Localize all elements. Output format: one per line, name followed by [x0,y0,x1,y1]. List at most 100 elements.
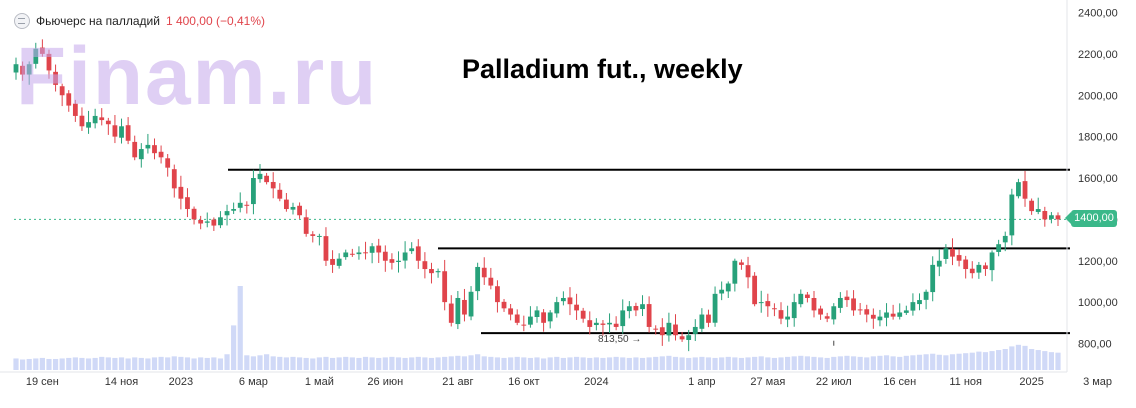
candle-body [501,301,507,309]
volume-bar [85,358,92,370]
candle-body [488,277,494,286]
volume-bar [943,355,949,370]
candle-body [158,151,164,158]
candle-body [468,291,474,317]
candle-body [39,47,45,54]
price-change: 1 400,00 (−0,41%) [165,14,266,28]
y-tick-label: 1800,00 [1078,132,1118,144]
candle-body [92,115,98,124]
volume-bar [699,356,705,370]
candle-body [251,178,256,205]
volume-bar [1022,345,1028,370]
candle-body [79,115,85,127]
y-tick-label: 2400,00 [1078,8,1118,20]
volume-bar [455,355,461,370]
volume-bar [883,355,890,370]
volume-bar [66,357,72,370]
volume-bar [165,357,171,370]
volume-bar [283,357,289,370]
volume-bar [132,357,138,370]
candle-body [1029,200,1035,212]
x-tick-label: 27 мая [750,376,785,388]
volume-bar [593,357,599,370]
volume-bar [217,358,224,370]
candle-body [257,173,263,180]
volume-bar [738,357,745,370]
candle-body [429,269,434,274]
candle-body [923,291,929,300]
volume-bar [864,357,870,370]
candle-body [343,252,349,258]
volume-bar [270,356,276,370]
volume-bar [33,358,39,370]
volume-bar [666,355,672,370]
volume-bar [224,354,230,370]
candle-body [283,199,289,210]
candle-body [969,268,975,274]
volume-bar [606,357,613,370]
candle-body [475,266,481,292]
volume-bar [468,355,474,370]
candle-body [765,301,771,307]
y-tick-label: 1000,00 [1078,297,1118,309]
volume-bar [250,356,257,370]
candle-body [554,302,560,314]
candle-body [560,297,566,302]
x-tick-label: 21 авг [442,376,473,388]
candle-body [323,236,329,261]
volume-bar [831,356,837,370]
candle-body [983,265,988,270]
candle-body [495,286,500,303]
volume-bar [956,353,962,370]
volume-bar [112,357,118,370]
candle-body [936,260,942,267]
volume-bar [639,357,646,370]
volume-bar [19,359,26,370]
candle-body [903,310,909,313]
volume-bar [877,355,883,370]
volume-bar [125,358,131,370]
candle-body [303,217,309,234]
volume-bar [178,356,184,370]
candle-body [171,169,177,189]
candle-body [818,308,823,315]
candle-body [996,244,1002,252]
watermark-logo: Finam.ru [16,31,379,122]
volume-bar [211,357,217,370]
candle-body [422,261,428,270]
instrument-name[interactable]: Фьючерс на палладий [36,14,160,28]
candle-body [706,314,711,323]
candle-body [349,253,355,255]
y-tick-label: 2000,00 [1078,90,1118,102]
volume-bar [817,357,824,370]
volume-bar [39,357,45,370]
volume-bar [949,354,956,370]
candle-body [211,219,217,226]
candle-body [976,264,982,273]
candle-body [198,219,204,224]
candle-body [620,310,626,327]
candle-body [46,53,52,71]
volume-bar [231,325,237,370]
candle-body [528,316,533,325]
x-tick-label: 2024 [584,376,608,388]
volume-bar [996,350,1002,370]
candle-body [877,316,883,321]
candle-body [626,306,632,312]
volume-bars [13,286,1061,370]
candle-body [521,324,527,326]
volume-bar [395,357,402,370]
candle-body [686,335,692,340]
candle-body [316,235,322,237]
candle-body [330,258,335,265]
candle-body [297,205,302,216]
candle-body [864,309,870,315]
volume-bar [692,357,698,370]
candle-body [435,271,441,273]
candle-body [178,186,184,199]
chart-header: Фьючерс на палладий 1 400,00 (−0,41%) [14,13,265,29]
volume-bar [1009,346,1015,370]
candle-body [336,258,342,266]
candle-body [389,259,395,263]
